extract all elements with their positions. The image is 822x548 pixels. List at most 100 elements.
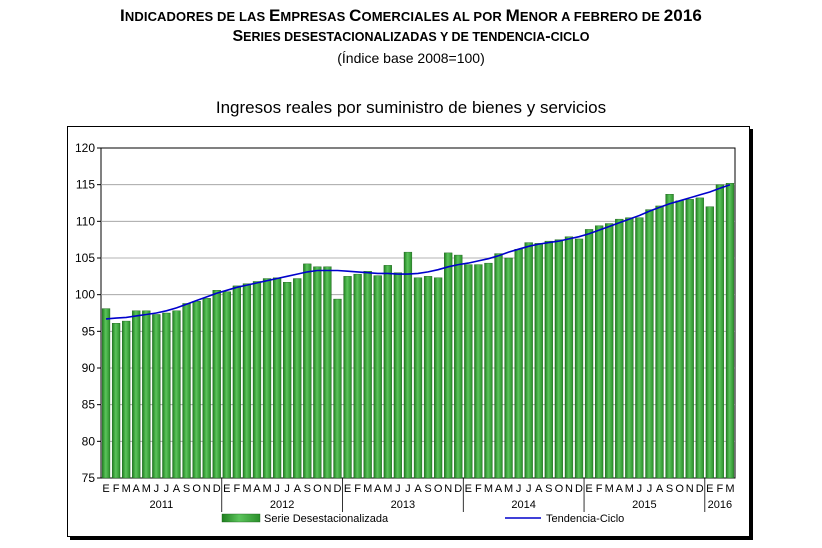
x-month-label: M bbox=[242, 483, 251, 495]
bar bbox=[303, 263, 312, 479]
bar bbox=[544, 240, 553, 479]
bar bbox=[212, 290, 221, 479]
x-year-label: 2016 bbox=[708, 499, 732, 511]
x-month-label: F bbox=[354, 483, 361, 495]
x-month-label: S bbox=[666, 483, 673, 495]
y-tick-label: 95 bbox=[82, 324, 96, 338]
trend-line bbox=[105, 183, 731, 320]
y-tick-label: 115 bbox=[76, 178, 95, 192]
title-part: - bbox=[545, 28, 551, 45]
x-month-label: O bbox=[675, 483, 684, 495]
bar bbox=[655, 205, 664, 479]
x-month-label: M bbox=[142, 483, 151, 495]
x-month-label: J bbox=[637, 483, 643, 495]
x-year-label: 2013 bbox=[391, 499, 415, 511]
bar bbox=[242, 283, 252, 479]
x-month-label: A bbox=[374, 483, 382, 495]
bar bbox=[111, 323, 121, 479]
bar bbox=[152, 314, 161, 479]
x-month-label: M bbox=[383, 483, 392, 495]
x-month-label: M bbox=[484, 483, 493, 495]
x-month-label: E bbox=[585, 483, 592, 495]
bar bbox=[635, 217, 644, 479]
x-year-label: 2014 bbox=[511, 499, 535, 511]
bar bbox=[685, 199, 694, 479]
bar bbox=[283, 282, 292, 479]
bar bbox=[584, 229, 594, 479]
bar bbox=[504, 257, 513, 479]
bar bbox=[122, 320, 131, 479]
title-part: CICLO bbox=[550, 30, 590, 44]
x-month-label: A bbox=[294, 483, 302, 495]
bar bbox=[423, 276, 433, 479]
x-month-label: M bbox=[504, 483, 513, 495]
x-month-label: J bbox=[284, 483, 290, 495]
y-tick-label: 100 bbox=[75, 288, 95, 302]
x-month-label: D bbox=[213, 483, 221, 495]
bar bbox=[595, 225, 604, 479]
x-month-label: N bbox=[686, 483, 694, 495]
bar bbox=[434, 277, 443, 479]
x-month-label: M bbox=[605, 483, 614, 495]
x-month-label: A bbox=[535, 483, 543, 495]
x-month-label: M bbox=[725, 483, 734, 495]
bar bbox=[182, 303, 191, 479]
y-tick-label: 105 bbox=[75, 251, 95, 265]
bar bbox=[162, 312, 171, 479]
bar bbox=[172, 310, 181, 479]
bar bbox=[574, 238, 584, 479]
bar bbox=[202, 298, 211, 479]
title-part: NDICADORES DE LAS bbox=[124, 9, 269, 24]
bar bbox=[564, 236, 574, 479]
title-part: M bbox=[505, 6, 520, 25]
bar bbox=[403, 251, 413, 479]
x-month-label: J bbox=[516, 483, 522, 495]
bar bbox=[262, 278, 272, 479]
bar bbox=[474, 264, 483, 479]
bar bbox=[353, 273, 362, 479]
bar bbox=[313, 266, 322, 479]
bar bbox=[323, 266, 332, 479]
x-month-label: E bbox=[102, 483, 109, 495]
x-month-label: O bbox=[434, 483, 443, 495]
x-month-label: M bbox=[122, 483, 131, 495]
bar bbox=[363, 271, 372, 479]
bar bbox=[554, 239, 564, 479]
bar bbox=[725, 182, 735, 479]
bar bbox=[343, 276, 352, 479]
bar bbox=[675, 200, 684, 479]
x-month-label: J bbox=[274, 483, 280, 495]
bar bbox=[605, 223, 614, 479]
bar bbox=[272, 277, 282, 479]
x-month-label: N bbox=[203, 483, 211, 495]
legend-line-label: Tendencia-Ciclo bbox=[546, 513, 624, 525]
x-month-label: A bbox=[133, 483, 141, 495]
x-month-label: D bbox=[334, 483, 342, 495]
bar bbox=[132, 310, 141, 479]
bar bbox=[393, 272, 402, 479]
y-tick-label: 110 bbox=[76, 214, 95, 228]
bar bbox=[695, 197, 704, 479]
legend-bar-swatch bbox=[221, 513, 261, 523]
bar bbox=[665, 193, 674, 479]
y-tick-label: 75 bbox=[82, 471, 96, 485]
bar bbox=[615, 218, 624, 479]
x-month-label: N bbox=[323, 483, 331, 495]
x-month-label: O bbox=[313, 483, 322, 495]
x-month-label: S bbox=[304, 483, 311, 495]
x-month-label: A bbox=[656, 483, 664, 495]
bar bbox=[484, 262, 493, 479]
bar bbox=[293, 278, 302, 479]
bar bbox=[373, 275, 382, 479]
x-month-label: D bbox=[575, 483, 583, 495]
bar bbox=[625, 217, 634, 479]
x-month-label: E bbox=[344, 483, 351, 495]
x-month-label: F bbox=[717, 483, 724, 495]
x-month-label: F bbox=[596, 483, 603, 495]
bar bbox=[464, 264, 473, 479]
y-tick-label: 120 bbox=[75, 141, 95, 155]
y-tick-label: 90 bbox=[82, 361, 96, 375]
bar bbox=[333, 298, 342, 479]
x-month-label: E bbox=[223, 483, 230, 495]
